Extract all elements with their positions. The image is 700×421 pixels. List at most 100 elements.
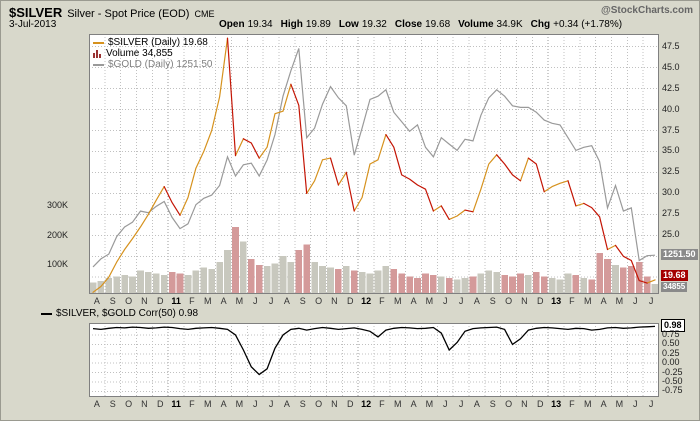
month-label: S [489, 296, 496, 306]
month-label: A [220, 399, 227, 409]
month-label: J [252, 296, 258, 306]
month-label: A [473, 399, 480, 409]
corr-legend: $SILVER, $GOLD Corr(50) 0.98 [41, 308, 198, 319]
month-label: 12 [361, 296, 372, 306]
month-label: M [583, 399, 592, 409]
month-label: S [109, 399, 116, 409]
quote-label: Volume [458, 19, 494, 30]
axis-tick-label: 30.0 [662, 187, 680, 198]
month-label: J [268, 399, 274, 409]
corr-line-swatch [41, 312, 52, 315]
axis-tick-label: 47.5 [662, 40, 680, 51]
axis-tick-label: 35.0 [662, 145, 680, 156]
month-label: M [393, 296, 402, 306]
volume-bars [89, 226, 659, 294]
month-label: O [125, 399, 133, 409]
month-label: D [536, 296, 544, 306]
corr-axis: 0.75 0.50 0.25 0.00 -0.25 -0.50 -0.75 [662, 1, 699, 420]
month-label: J [632, 296, 638, 306]
axis-tick-label: 37.5 [662, 124, 680, 135]
axis-tick-label: -0.25 [662, 366, 683, 377]
axis-tick-label: 45.0 [662, 61, 680, 72]
quote-label: Close [394, 19, 423, 30]
axis-tick-label: -0.50 [662, 376, 683, 386]
quote-label: Low [338, 19, 359, 30]
month-label: A [410, 296, 417, 306]
month-label: J [648, 296, 654, 306]
month-label: F [569, 399, 575, 409]
exchange: CME [194, 9, 215, 19]
month-label: A [473, 296, 480, 306]
stockcharts-watermark: @StockCharts.com [601, 5, 693, 16]
month-label: N [331, 399, 338, 409]
axis-tick-label: 27.5 [662, 208, 680, 219]
axis-tick-label: 0.50 [662, 338, 680, 349]
month-label: J [632, 399, 638, 409]
axis-tick-label: 0.25 [662, 347, 680, 358]
quote-label: Chg [530, 19, 551, 30]
month-label: F [379, 296, 385, 306]
month-label: J [268, 296, 274, 306]
security-name: Silver - Spot Price (EOD) [67, 8, 190, 20]
legend-item-corr: $SILVER, $GOLD Corr(50) 0.98 [41, 308, 198, 319]
chart-date: 3-Jul-2013 [9, 19, 57, 30]
month-label: F [189, 296, 195, 306]
month-label: A [600, 296, 607, 306]
month-label: F [569, 296, 575, 306]
month-label: N [521, 296, 528, 306]
main-plot-border [89, 34, 659, 294]
month-label: S [299, 296, 306, 306]
gold-line [92, 48, 656, 268]
gold-last-value-tag: 1251.50 [661, 249, 698, 261]
axis-tick-label: 300K [47, 200, 69, 211]
month-label: D [346, 399, 354, 409]
month-label: D [156, 296, 164, 306]
month-label: M [235, 296, 244, 306]
month-label: A [283, 296, 290, 306]
month-label: J [648, 399, 654, 409]
month-label: S [109, 296, 116, 306]
month-label: A [220, 296, 227, 306]
quote-label: High [280, 19, 303, 30]
month-label: N [521, 399, 528, 409]
main-x-axis: A S O N D 11 F M A M J J A S O N D 12 F M A M J J A S O N D 13 F M A M J J [89, 296, 659, 307]
month-label: 12 [361, 399, 372, 409]
axis-tick-label: 200K [47, 229, 69, 240]
month-label: D [536, 399, 544, 409]
month-label: O [125, 296, 133, 306]
main-chart-canvas [89, 34, 659, 294]
symbol: $SILVER [9, 5, 63, 20]
corr-gridlines [89, 323, 659, 397]
quote-label: Open [219, 19, 245, 30]
axis-tick-label: 0.75 [662, 329, 680, 339]
silver-line-down [163, 37, 648, 284]
quote-value: 19.34 [247, 19, 273, 30]
month-label: M [615, 399, 624, 409]
quote-value: 19.32 [361, 19, 387, 30]
month-label: O [505, 296, 513, 306]
month-label: F [189, 399, 195, 409]
volume-axis: 300K 200K 100K [47, 1, 85, 420]
legend-gold-label: $GOLD (Daily) 1251.50 [108, 59, 213, 70]
legend-volume-label: Volume 34,855 [106, 48, 173, 59]
month-label: O [315, 399, 323, 409]
month-label: J [458, 296, 464, 306]
legend-item-gold: $GOLD (Daily) 1251.50 [93, 59, 213, 70]
corr-line [92, 325, 656, 376]
gold-line-swatch [93, 63, 104, 66]
month-label: O [505, 399, 513, 409]
month-label: A [283, 399, 290, 409]
month-label: M [235, 399, 244, 409]
month-label: F [379, 399, 385, 409]
month-label: N [141, 399, 148, 409]
silver-line-swatch [93, 41, 104, 44]
month-label: A [600, 399, 607, 409]
month-label: D [346, 296, 354, 306]
month-label: M [425, 399, 434, 409]
month-label: N [141, 296, 148, 306]
month-label: 11 [171, 399, 181, 409]
axis-tick-label: 0.00 [662, 357, 680, 368]
month-label: M [393, 399, 402, 409]
month-label: M [425, 296, 434, 306]
volume-last-value-tag: 34855 [661, 282, 688, 292]
